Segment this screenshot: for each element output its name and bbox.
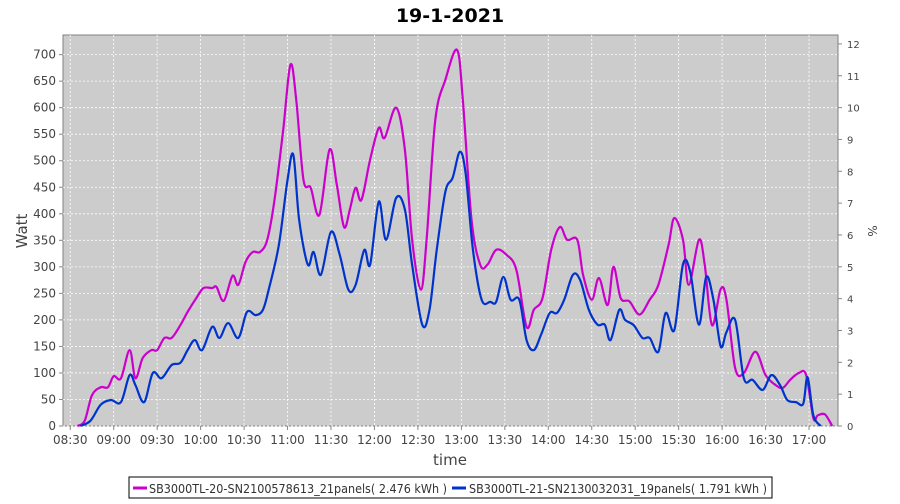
y-tick-label: 500 — [33, 154, 56, 168]
x-tick-label: 13:00 — [444, 433, 479, 447]
y2-tick-label: 1 — [847, 390, 853, 401]
x-tick-label: 12:00 — [357, 433, 392, 447]
y2-axis-label: % — [865, 225, 879, 236]
x-tick-label: 12:30 — [401, 433, 436, 447]
x-tick-label: 15:00 — [618, 433, 653, 447]
y2-tick-label: 10 — [847, 104, 860, 115]
legend-label-series-2: SB3000TL-21-SN2130032031_19panels( 1.791… — [469, 482, 767, 496]
y2-tick-label: 0 — [847, 422, 853, 433]
series-lines — [76, 48, 834, 428]
x-tick-label: 13:30 — [488, 433, 523, 447]
x-tick-label: 11:30 — [314, 433, 349, 447]
y2-tick-label: 7 — [847, 199, 853, 210]
y2-tick-label: 2 — [847, 358, 853, 369]
plot-area — [62, 34, 839, 427]
y-tick-label: 100 — [33, 366, 56, 380]
y2-tick-label: 4 — [847, 295, 853, 306]
y-tick-label: 250 — [33, 286, 56, 300]
gridlines — [63, 35, 838, 427]
chart-title: 19-1-2021 — [396, 5, 504, 27]
legend: SB3000TL-20-SN2100578613_21panels( 2.476… — [128, 476, 773, 499]
x-tick-label: 14:00 — [531, 433, 566, 447]
y2-tick-label: 11 — [847, 72, 860, 83]
y2-tick-label: 9 — [847, 135, 853, 146]
series-line-1 — [76, 48, 834, 427]
y-tick-label: 650 — [33, 74, 56, 88]
y2-tick-label: 6 — [847, 231, 853, 242]
y-tick-label: 700 — [33, 48, 56, 62]
x-tick-label: 10:00 — [183, 433, 218, 447]
y2-tick-label: 3 — [847, 326, 853, 337]
y2-tick-label: 8 — [847, 167, 853, 178]
x-tick-label: 08:30 — [53, 433, 88, 447]
y-tick-label: 350 — [33, 233, 56, 247]
y-tick-label: 550 — [33, 127, 56, 141]
y2-tick-label: 5 — [847, 263, 853, 274]
x-tick-label: 15:30 — [661, 433, 696, 447]
y-tick-label: 0 — [48, 419, 56, 433]
y-axis-left: 0 50 100 150 200 250 300 350 400 450 500 550 600 650 7… — [33, 48, 63, 433]
x-tick-label: 09:00 — [96, 433, 131, 447]
y-tick-label: 300 — [33, 260, 56, 274]
legend-label-series-1: SB3000TL-20-SN2100578613_21panels( 2.476… — [149, 482, 447, 496]
x-tick-label: 16:00 — [705, 433, 740, 447]
x-axis-label: time — [433, 451, 467, 469]
x-tick-label: 10:30 — [227, 433, 262, 447]
y-tick-label: 450 — [33, 180, 56, 194]
y-tick-label: 200 — [33, 313, 56, 327]
x-tick-label: 09:30 — [140, 433, 175, 447]
x-axis: 08:30 09:00 09:30 10:00 10:30 11:00 11:30 12:00… — [53, 426, 826, 447]
series-line-2 — [79, 150, 822, 428]
y-tick-label: 600 — [33, 101, 56, 115]
y-axis-label: Watt — [13, 213, 31, 248]
x-tick-label: 11:00 — [270, 433, 305, 447]
y-tick-label: 50 — [41, 392, 56, 406]
legend-box — [128, 476, 773, 499]
x-tick-label: 16:30 — [748, 433, 783, 447]
y-tick-label: 150 — [33, 339, 56, 353]
x-tick-label: 17:00 — [792, 433, 827, 447]
y2-tick-label: 12 — [847, 40, 860, 51]
y-tick-label: 400 — [33, 207, 56, 221]
x-tick-label: 14:30 — [574, 433, 609, 447]
